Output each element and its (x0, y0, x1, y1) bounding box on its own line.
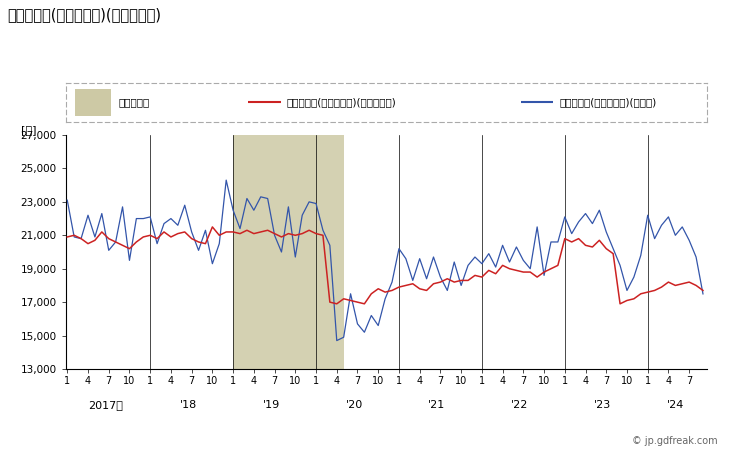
Text: '19: '19 (262, 400, 280, 410)
Text: '18: '18 (179, 400, 197, 410)
Bar (233, 135, 343, 369)
Text: 景気後退期: 景気後退期 (118, 97, 149, 108)
Bar (75, 89, 111, 116)
Text: 2017年: 2017年 (87, 400, 122, 410)
Text: 新規求人数(パート含む)(季節調整値): 新規求人数(パート含む)(季節調整値) (7, 7, 161, 22)
Text: 新規求人数(パート含む)(原数値): 新規求人数(パート含む)(原数値) (560, 97, 657, 108)
Text: 2024年9月: 17,493人: 2024年9月: 17,493人 (599, 104, 701, 115)
Text: '22: '22 (511, 400, 529, 410)
Text: [人]: [人] (20, 125, 36, 135)
Text: '23: '23 (594, 400, 612, 410)
Text: © jp.gdfreak.com: © jp.gdfreak.com (633, 436, 718, 446)
Text: '24: '24 (666, 400, 684, 410)
Text: 新規求人数(パート含む)(季節調整値): 新規求人数(パート含む)(季節調整値) (287, 97, 397, 108)
Text: '21: '21 (429, 400, 445, 410)
Text: '20: '20 (346, 400, 362, 410)
